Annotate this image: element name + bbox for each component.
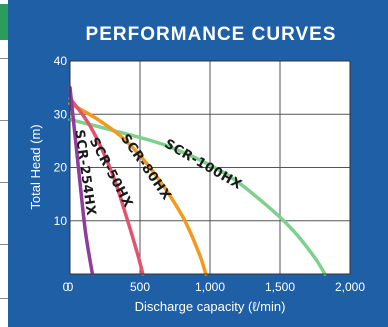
y-tick-label: 40	[54, 54, 68, 68]
origin-tick-label: 0	[63, 280, 70, 294]
left-edge-rule	[0, 244, 8, 245]
grid-lines	[70, 61, 350, 274]
plot-frame	[69, 60, 351, 275]
series-line-scr-254hx	[68, 85, 95, 276]
x-tick-label: 500	[130, 280, 150, 294]
x-tick-label: 2,000	[335, 280, 365, 294]
tick-labels: 0 500 1,000 1,500 2,000 10 20 30 40 0	[54, 54, 366, 294]
series-line-scr-50hx	[68, 96, 145, 276]
chart-title: PERFORMANCE CURVES	[85, 24, 337, 45]
x-tick-label: 0	[67, 280, 74, 294]
series-line-scr-80hx	[68, 101, 208, 276]
y-tick-label: 10	[54, 214, 68, 228]
left-edge-tab	[0, 4, 8, 40]
y-axis-title: Total Head (m)	[28, 124, 43, 209]
left-edge-rule	[0, 120, 8, 121]
left-edge-strip	[0, 0, 8, 327]
x-tick-label: 1,000	[195, 280, 225, 294]
series-lines	[68, 85, 327, 276]
x-tick-label: 1,500	[265, 280, 295, 294]
left-edge-rule	[0, 182, 8, 183]
y-tick-label: 30	[54, 107, 68, 121]
y-tick-label: 20	[54, 161, 68, 175]
left-edge-rule	[0, 298, 8, 299]
x-axis-title: Discharge capacity (ℓ/min)	[135, 299, 286, 314]
left-edge-rule	[0, 58, 8, 59]
